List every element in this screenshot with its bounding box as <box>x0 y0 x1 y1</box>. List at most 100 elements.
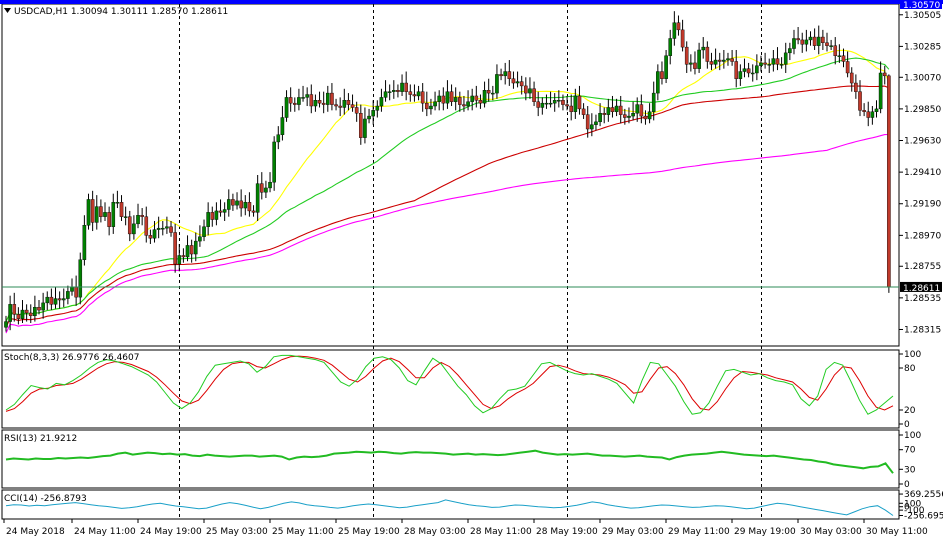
osc-tick-label: 100 <box>904 431 921 441</box>
candle-body <box>618 105 623 115</box>
osc-tick-label: -100 <box>904 506 925 516</box>
cci-line <box>5 499 894 516</box>
candle-body <box>697 49 701 69</box>
candle-body <box>127 216 132 235</box>
candle-body <box>742 68 747 72</box>
candle-body <box>763 62 767 65</box>
candle-body <box>829 45 833 47</box>
candle-body <box>325 92 330 105</box>
price-tick-label: 1.29410 <box>904 168 941 178</box>
candle-body <box>61 298 66 301</box>
time-tick-label: 28 May 11:00 <box>470 527 532 537</box>
candle-body <box>845 61 850 74</box>
candle-body <box>499 74 503 77</box>
candle-body <box>767 64 772 66</box>
candle-body <box>557 100 561 102</box>
candle-body <box>755 65 759 74</box>
top-price-badge-label: 1.30570 <box>903 1 940 11</box>
candle-body <box>581 108 586 115</box>
symbol-header: USDCAD,H1 1.30094 1.30111 1.28570 1.2861… <box>14 7 228 17</box>
price-tick-label: 1.28535 <box>904 294 941 304</box>
candle-body <box>416 91 421 97</box>
candle-body <box>140 215 144 217</box>
rsi-line <box>5 449 894 474</box>
candle-body <box>86 199 91 226</box>
top-price-badge <box>900 0 942 9</box>
candle-body <box>837 55 842 57</box>
candle-body <box>808 36 813 41</box>
osc-tick-label: 80 <box>904 364 916 374</box>
candle-body <box>759 62 763 66</box>
time-tick-label: 24 May 19:00 <box>140 527 202 537</box>
moving-average-200 <box>5 133 889 334</box>
candle-body <box>470 95 474 102</box>
candle-body <box>651 92 656 112</box>
price-tick-label: 1.30505 <box>904 11 941 21</box>
candle-body <box>408 91 413 95</box>
candle-body <box>515 81 520 84</box>
candle-body <box>396 90 400 92</box>
candle-body <box>684 46 689 65</box>
candle-body <box>631 113 635 117</box>
candle-body <box>111 202 116 227</box>
time-tick-label: 29 May 03:00 <box>602 527 664 537</box>
candle-body <box>882 72 887 77</box>
candle-body <box>717 59 722 62</box>
rsi-panel[interactable]: 100 70 30 0 <box>5 431 921 490</box>
candle-body <box>532 88 536 102</box>
session-separators <box>179 4 762 519</box>
candle-body <box>614 105 619 112</box>
stochastic-panel[interactable]: 100 80 20 0 <box>5 350 921 430</box>
candle-body <box>144 216 149 236</box>
candle-body <box>305 94 309 98</box>
candle-body <box>668 38 673 56</box>
candle-body <box>713 59 718 65</box>
candle-body <box>536 101 540 108</box>
collapse-triangle-icon[interactable] <box>4 8 11 13</box>
candle-body <box>103 212 107 217</box>
candle-body <box>313 100 318 107</box>
candle-body <box>623 114 627 118</box>
candle-body <box>606 107 611 115</box>
candle-body <box>458 97 462 105</box>
candle-body <box>309 94 314 107</box>
candle-body <box>495 74 499 94</box>
candle-body <box>82 225 87 260</box>
candle-body <box>482 90 487 104</box>
candle-body <box>276 134 281 143</box>
candle-body <box>202 226 206 237</box>
candle-body <box>833 45 838 56</box>
candle-body <box>491 92 495 95</box>
candle-body <box>800 39 805 45</box>
candle-body <box>78 259 83 298</box>
stoch-label: Stoch(8,3,3) 26.9776 26.4607 <box>4 353 139 363</box>
candle-body <box>8 304 12 322</box>
price-tick-label: 1.29190 <box>904 200 941 210</box>
candle-body <box>466 101 470 107</box>
candle-body <box>540 102 545 108</box>
candle-body <box>173 232 177 265</box>
candle-body <box>453 97 458 102</box>
candle-body <box>750 72 755 75</box>
cci-label: CCI(14) -256.8793 <box>4 494 87 504</box>
candle-body <box>107 212 111 227</box>
candle-body <box>449 91 454 102</box>
candle-body <box>474 95 479 101</box>
time-tick-label: 28 May 19:00 <box>536 527 598 537</box>
candle-body <box>874 108 879 112</box>
candle-body <box>689 62 693 65</box>
candle-body <box>573 95 578 112</box>
rsi-label: RSI(13) 21.9212 <box>4 434 77 444</box>
candle-body <box>74 286 78 298</box>
candle-body <box>346 100 351 105</box>
candle-body <box>400 82 404 92</box>
candles[interactable] <box>4 11 891 332</box>
candle-body <box>610 107 615 112</box>
candle-body <box>664 55 668 79</box>
price-tick-label: 1.28755 <box>904 262 941 272</box>
candle-body <box>136 215 140 225</box>
time-tick-label: 29 May 19:00 <box>734 527 796 537</box>
candle-body <box>627 115 631 118</box>
